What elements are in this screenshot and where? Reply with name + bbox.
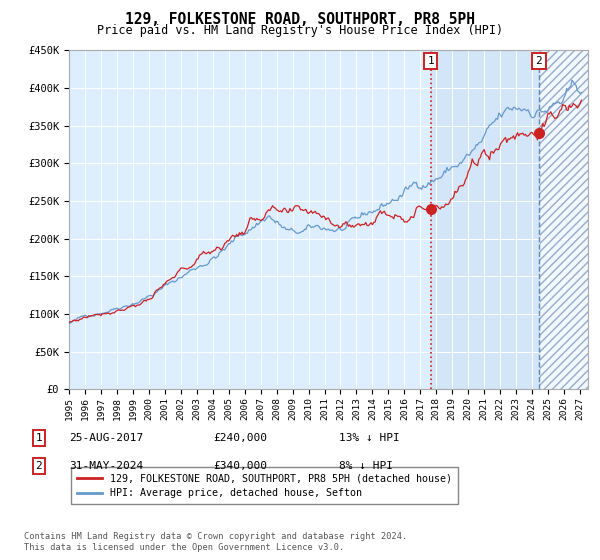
- Text: 2: 2: [535, 56, 542, 66]
- Text: 1: 1: [35, 433, 43, 443]
- Legend: 129, FOLKESTONE ROAD, SOUTHPORT, PR8 5PH (detached house), HPI: Average price, d: 129, FOLKESTONE ROAD, SOUTHPORT, PR8 5PH…: [71, 467, 458, 504]
- Bar: [540, 50, 588, 389]
- Text: Price paid vs. HM Land Registry's House Price Index (HPI): Price paid vs. HM Land Registry's House …: [97, 24, 503, 36]
- Bar: [431, 50, 539, 389]
- Text: 25-AUG-2017: 25-AUG-2017: [69, 433, 143, 443]
- Text: 31-MAY-2024: 31-MAY-2024: [69, 461, 143, 471]
- Text: 129, FOLKESTONE ROAD, SOUTHPORT, PR8 5PH: 129, FOLKESTONE ROAD, SOUTHPORT, PR8 5PH: [125, 12, 475, 27]
- Text: 2: 2: [35, 461, 43, 471]
- Text: 8% ↓ HPI: 8% ↓ HPI: [339, 461, 393, 471]
- Text: 1: 1: [427, 56, 434, 66]
- Text: 13% ↓ HPI: 13% ↓ HPI: [339, 433, 400, 443]
- Text: Contains HM Land Registry data © Crown copyright and database right 2024.
This d: Contains HM Land Registry data © Crown c…: [24, 532, 407, 552]
- Text: £240,000: £240,000: [213, 433, 267, 443]
- Bar: [540, 50, 588, 389]
- Text: £340,000: £340,000: [213, 461, 267, 471]
